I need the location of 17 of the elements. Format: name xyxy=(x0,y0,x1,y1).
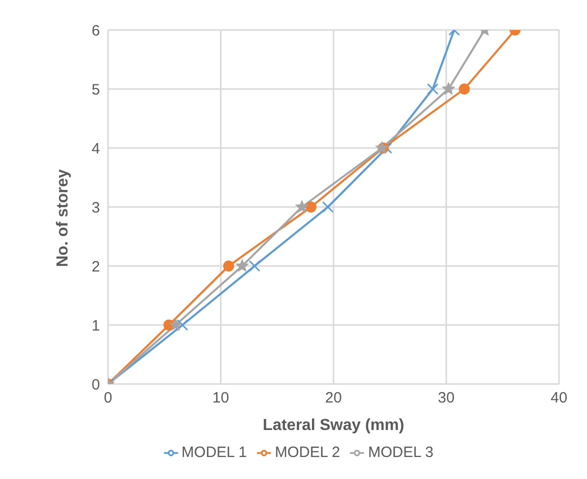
y-tick-label: 4 xyxy=(92,140,100,158)
legend-label: MODEL 3 xyxy=(368,444,434,461)
x-tick-label: 20 xyxy=(325,390,342,407)
x-tick-label: 0 xyxy=(104,390,112,407)
y-tick-label: 1 xyxy=(92,317,100,334)
y-tick-label: 5 xyxy=(92,81,100,98)
y-tick-label: 0 xyxy=(92,376,100,394)
x-tick-label: 30 xyxy=(438,390,455,407)
y-tick-label: 6 xyxy=(92,22,100,40)
legend-label: MODEL 1 xyxy=(182,444,247,461)
x-tick-label: 10 xyxy=(212,390,230,407)
y-axis-title: No. of storey xyxy=(54,169,72,267)
x-tick-label: 40 xyxy=(550,390,568,407)
y-tick-label: 3 xyxy=(92,199,100,216)
y-tick-label: 2 xyxy=(92,258,100,276)
x-axis-title: Lateral Sway (mm) xyxy=(262,417,404,434)
legend-label: MODEL 2 xyxy=(274,444,340,461)
